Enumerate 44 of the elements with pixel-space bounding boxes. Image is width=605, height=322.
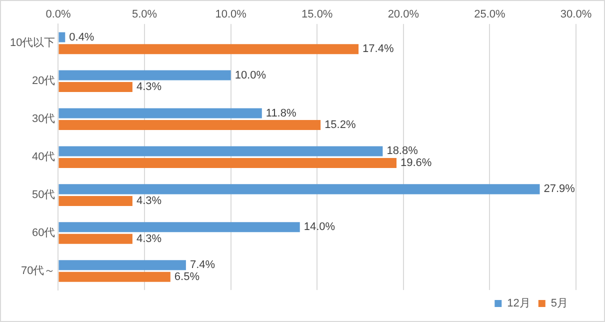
bar	[58, 260, 186, 270]
bar	[58, 70, 231, 80]
y-tick-label: 50代	[32, 189, 56, 202]
y-tick-label: 70代～	[20, 265, 56, 278]
x-tick-label: 10.0%	[215, 8, 247, 21]
y-tick-label: 30代	[32, 113, 56, 126]
bar	[58, 234, 132, 244]
data-label: 4.3%	[136, 232, 162, 245]
data-label: 14.0%	[304, 221, 336, 234]
data-label: 17.4%	[362, 43, 394, 56]
x-tick-label: 15.0%	[302, 8, 333, 21]
legend-label: 12月	[507, 298, 530, 310]
bar	[58, 44, 359, 54]
data-label: 4.3%	[136, 81, 162, 94]
x-tick-label: 20.0%	[388, 8, 420, 21]
data-label: 15.2%	[324, 119, 356, 132]
x-tick-label: 25.0%	[474, 8, 506, 21]
data-label: 6.5%	[174, 270, 200, 283]
bar	[58, 146, 383, 156]
bar	[58, 272, 170, 282]
y-tick-label: 60代	[32, 227, 56, 240]
bar	[58, 196, 132, 206]
bar	[58, 184, 540, 194]
data-label: 4.3%	[136, 194, 162, 207]
x-tick-label: 0.0%	[46, 8, 71, 21]
data-label: 27.9%	[544, 183, 576, 196]
legend-label: 5月	[550, 298, 568, 310]
x-tick-label: 5.0%	[132, 8, 158, 21]
bar	[58, 120, 321, 130]
data-label: 0.4%	[69, 31, 94, 44]
bar	[58, 82, 132, 92]
data-label: 7.4%	[190, 259, 216, 272]
x-tick-label: 30.0%	[560, 8, 592, 21]
bar	[58, 108, 262, 118]
data-label: 11.8%	[266, 107, 296, 120]
y-tick-label: 10代以下	[10, 36, 56, 50]
data-label: 10.0%	[234, 69, 266, 82]
y-tick-label: 40代	[32, 151, 56, 164]
bar	[58, 32, 66, 42]
y-tick-label: 20代	[32, 75, 56, 88]
bar	[58, 222, 300, 232]
bar	[58, 158, 397, 168]
data-label: 19.6%	[400, 157, 432, 170]
data-label: 18.8%	[386, 145, 418, 158]
